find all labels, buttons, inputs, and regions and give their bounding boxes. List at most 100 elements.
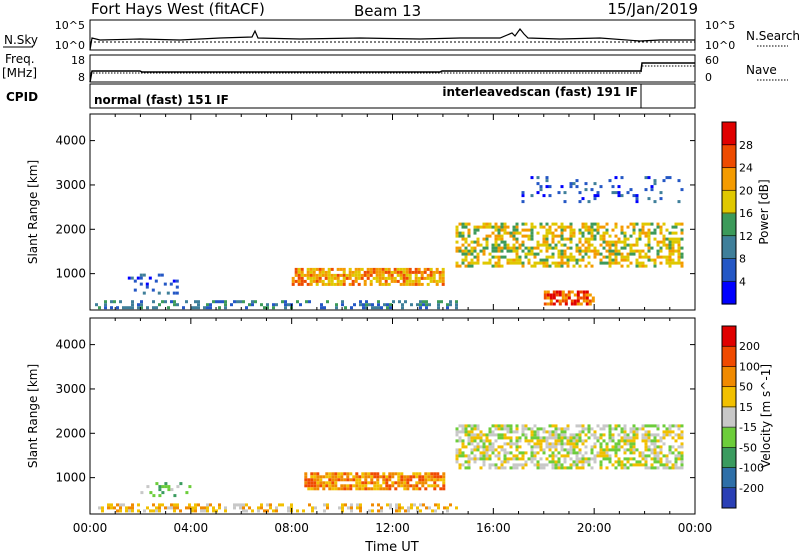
velocity-cell-r2 — [581, 460, 585, 464]
velocity-cell-r2 — [521, 424, 525, 428]
power-cell-r2 — [321, 273, 325, 277]
velocity-cell-r2 — [578, 436, 582, 440]
power-cell-r4 — [561, 293, 565, 297]
power-cell-r2 — [312, 273, 316, 277]
velocity-cell-r2 — [590, 466, 594, 470]
power-cell-r3 — [461, 249, 465, 253]
power-cell-r2 — [378, 279, 382, 283]
power-cell-r3 — [569, 246, 573, 250]
nave-tick-top: 60 — [705, 54, 719, 67]
velocity-cell-r2 — [566, 424, 570, 428]
power-cell-r2 — [351, 273, 355, 277]
power-cell-r0 — [410, 303, 413, 307]
power-cell-r2 — [429, 267, 433, 271]
velocity-cell-r2 — [596, 436, 600, 440]
power-cell-r2 — [354, 279, 358, 283]
velocity-cell-r0 — [176, 506, 179, 510]
power-cell-r2 — [384, 270, 388, 274]
power-cell-r3 — [560, 222, 564, 226]
power-cell-r3 — [626, 258, 630, 262]
velocity-cell-r2 — [473, 445, 477, 449]
power-cell-r3 — [464, 258, 468, 262]
power-cell-r3 — [515, 222, 519, 226]
velocity-cell-r2 — [503, 460, 507, 464]
velocity-cell-r2 — [458, 439, 462, 443]
velocity-cell-r2 — [515, 442, 519, 446]
velocity-cell-r1 — [403, 484, 407, 488]
velocity-cell-r2 — [506, 442, 510, 446]
velocity-cell-r2 — [662, 466, 666, 470]
power-cell-r3 — [557, 225, 561, 229]
power-cell-r3 — [599, 261, 603, 265]
velocity-cell-r2 — [644, 445, 648, 449]
velocity-cell-r0 — [257, 509, 260, 513]
velocity-cell-r2 — [461, 442, 465, 446]
velocity-cell-r2 — [617, 439, 621, 443]
velocity-cell-r2 — [503, 433, 507, 437]
velocity-cell-r2 — [578, 466, 582, 470]
power-cell-r3 — [494, 255, 498, 259]
velocity-cell-r2 — [539, 436, 543, 440]
velocity-cell-r1 — [304, 478, 308, 482]
velocity-cell-r2 — [545, 457, 549, 461]
power-cell-r3 — [671, 240, 675, 244]
velocity-cell-r2 — [467, 424, 471, 428]
power-cell-r0 — [284, 300, 287, 304]
velocity-cell-r2 — [614, 445, 618, 449]
velocity-cell-r2 — [554, 466, 558, 470]
velocity-cell-r2 — [674, 433, 678, 437]
velocity-cell-r2 — [650, 451, 654, 455]
power-cell-r2 — [378, 267, 382, 271]
velocity-cell-r2 — [620, 466, 624, 470]
velocity-cell-r2 — [476, 445, 480, 449]
velocity-colorbar-segment — [722, 487, 736, 509]
power-cell-r2 — [315, 276, 319, 280]
velocity-cell-r2 — [485, 436, 489, 440]
power-cell-r3 — [497, 249, 501, 253]
velocity-cell-r1 — [361, 472, 365, 476]
velocity-cell-r2 — [488, 466, 492, 470]
power-cell-r3 — [545, 246, 549, 250]
velocity-cell-r3 — [158, 494, 162, 498]
power-cell-r3 — [461, 231, 465, 235]
power-cell-r3 — [548, 228, 552, 232]
power-cell-r5 — [635, 194, 639, 198]
velocity-cell-r2 — [473, 454, 477, 458]
velocity-cell-r2 — [656, 451, 660, 455]
power-cell-r3 — [542, 240, 546, 244]
power-cell-r3 — [551, 231, 555, 235]
velocity-cell-r1 — [343, 472, 347, 476]
velocity-cell-r2 — [644, 439, 648, 443]
power-cell-r3 — [563, 249, 567, 253]
power-cell-r2 — [339, 267, 343, 271]
power-cell-r3 — [647, 234, 651, 238]
velocity-cell-r0 — [119, 503, 122, 507]
velocity-cell-r2 — [554, 460, 558, 464]
velocity-cell-r1 — [313, 481, 317, 485]
velocity-cell-r1 — [385, 484, 389, 488]
power-cell-r3 — [572, 258, 576, 262]
power-cell-r5 — [647, 176, 651, 180]
velocity-cell-r2 — [461, 424, 465, 428]
power-cell-r3 — [647, 246, 651, 250]
velocity-cell-r2 — [653, 460, 657, 464]
velocity-cell-r2 — [581, 439, 585, 443]
velocity-cell-r2 — [629, 442, 633, 446]
power-cell-r0 — [383, 303, 386, 307]
power-cell-r2 — [414, 279, 418, 283]
power-cell-r3 — [530, 237, 534, 241]
velocity-cell-r2 — [518, 436, 522, 440]
velocity-cell-r0 — [287, 509, 290, 513]
power-cell-r2 — [411, 282, 415, 286]
velocity-cell-r0 — [356, 503, 359, 507]
velocity-cell-r2 — [533, 454, 537, 458]
power-cell-r4 — [558, 290, 562, 294]
power-colorbar-segment — [722, 144, 736, 169]
velocity-cell-r2 — [593, 436, 597, 440]
power-cell-r3 — [545, 231, 549, 235]
velocity-cell-r2 — [605, 424, 609, 428]
power-cell-r2 — [315, 267, 319, 271]
velocity-cell-r2 — [653, 442, 657, 446]
velocity-cell-r2 — [569, 457, 573, 461]
velocity-cell-r1 — [415, 481, 419, 485]
